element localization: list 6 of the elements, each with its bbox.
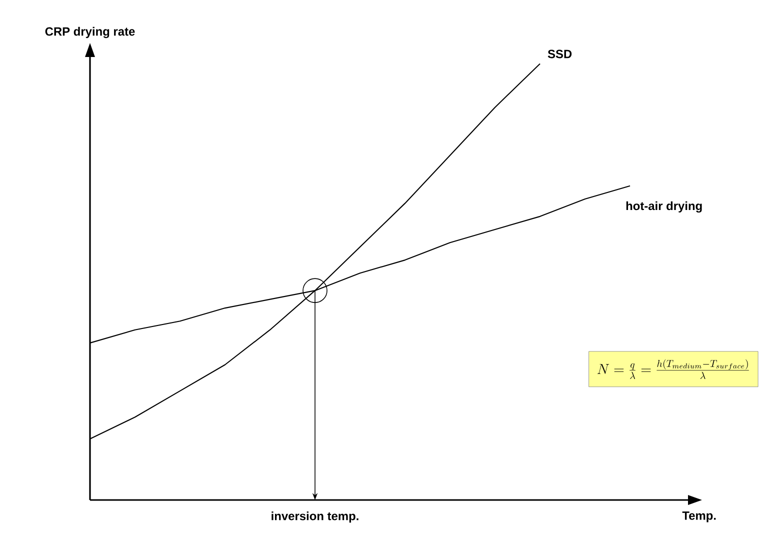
x-axis-title: Temp. bbox=[682, 511, 716, 522]
text: inversion temp. bbox=[272, 511, 358, 523]
annotation: $N=\frac{q}{\lambda}=\frac{h(T_{medium}-T_{surface})}{\lambda}$ bbox=[597, 359, 749, 379]
y-axis-title: CRP drying rate bbox=[45, 26, 135, 38]
series-label: hot-air drying bbox=[626, 201, 702, 213]
series-label: SSD bbox=[548, 50, 572, 58]
